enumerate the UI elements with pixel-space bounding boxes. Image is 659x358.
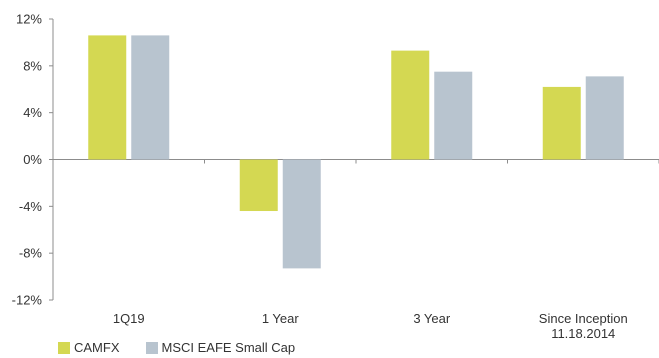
- legend-label-msci-eafe-small-cap: MSCI EAFE Small Cap: [161, 340, 296, 355]
- legend-item-camfx: CAMFX: [58, 340, 120, 355]
- bar-camfx: [239, 159, 278, 212]
- bar-msci-eafe-small-cap: [131, 35, 170, 160]
- y-tick-label: 12%: [16, 12, 42, 27]
- x-category-label: 1 Year: [262, 311, 300, 326]
- bar-msci-eafe-small-cap: [434, 71, 473, 160]
- y-tick-label: -8%: [19, 246, 43, 261]
- x-category-label: Since Inception 11.18.2014: [539, 311, 628, 340]
- legend-swatch-msci-eafe-small-cap: [145, 341, 158, 354]
- chart-bars: [88, 35, 624, 269]
- y-tick-label: 8%: [23, 58, 42, 73]
- bar-msci-eafe-small-cap: [585, 76, 624, 160]
- x-category-label: 1Q19: [113, 311, 145, 326]
- y-tick-label: -4%: [19, 199, 43, 214]
- x-category-label: 3 Year: [413, 311, 451, 326]
- bar-chart: 12% 8% 4% 0% -4% -8% -12% 1Q19 1 Year 3 Year Since…: [12, 12, 659, 341]
- bar-camfx: [88, 35, 127, 160]
- legend-label-camfx: CAMFX: [74, 340, 120, 355]
- y-tick-label: -12%: [12, 293, 43, 308]
- bar-camfx: [391, 50, 430, 160]
- bar-camfx: [542, 86, 581, 160]
- y-tick-label: 0%: [23, 152, 42, 167]
- legend-item-msci-eafe-small-cap: MSCI EAFE Small Cap: [145, 340, 296, 355]
- chart-labels: 12% 8% 4% 0% -4% -8% -12% 1Q19 1 Year 3 Year Since…: [12, 12, 628, 341]
- y-tick-label: 4%: [23, 105, 42, 120]
- chart-legend: CAMFX MSCI EAFE Small Cap: [58, 340, 321, 355]
- bar-msci-eafe-small-cap: [282, 159, 321, 269]
- legend-swatch-camfx: [58, 341, 70, 354]
